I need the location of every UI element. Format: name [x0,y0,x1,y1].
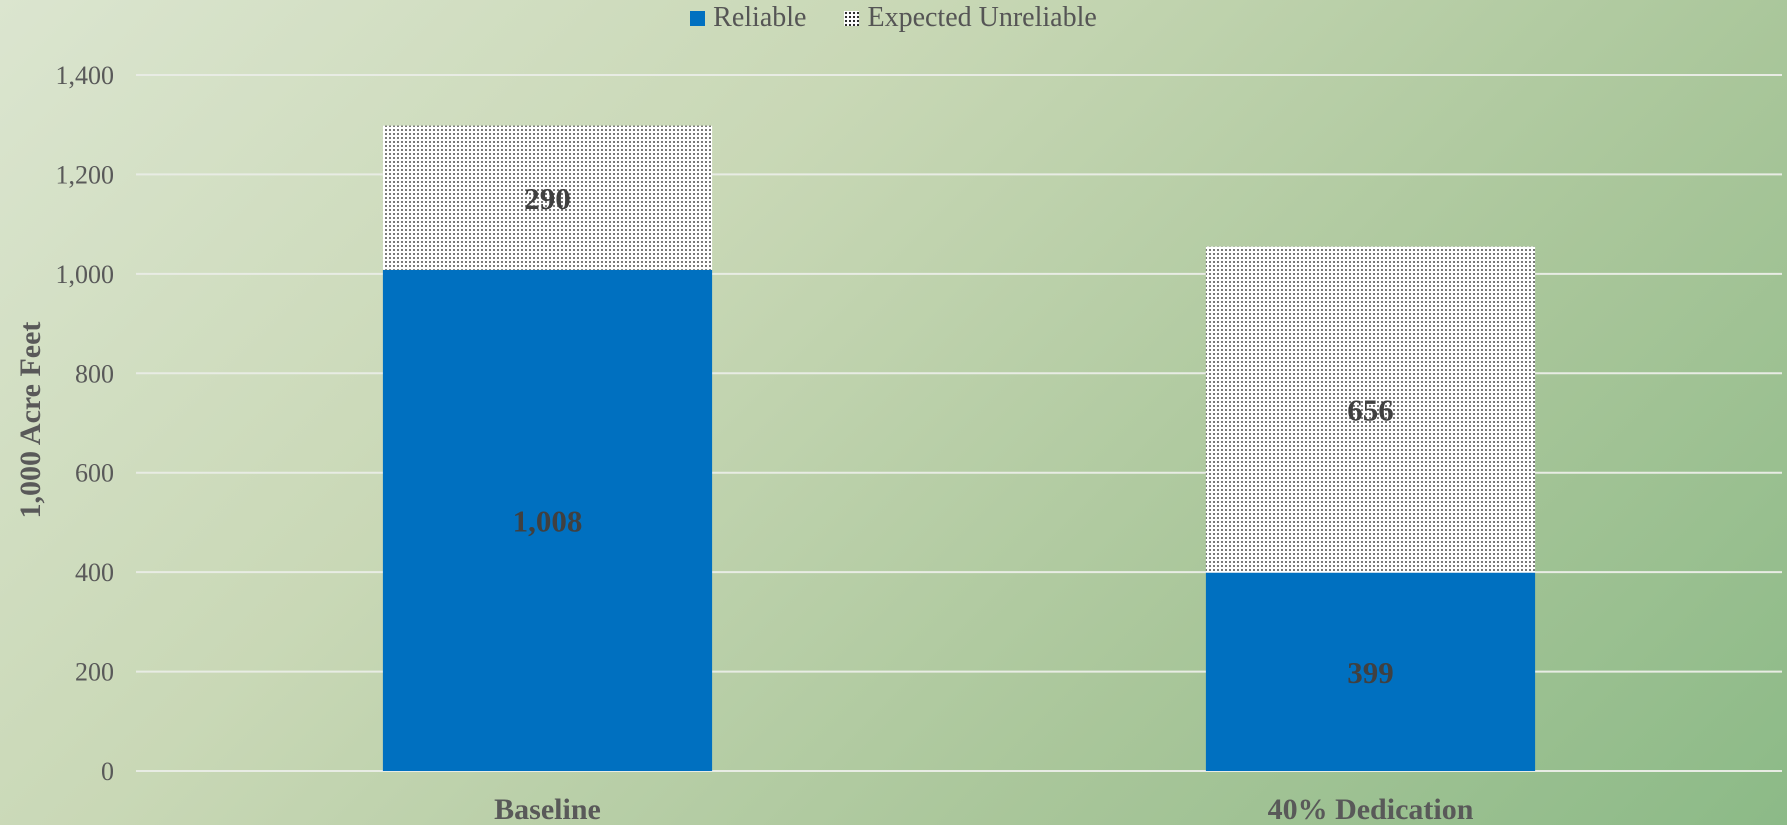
x-tick-labels: Baseline 40% Dedication [494,793,1474,825]
y-tick-label: 0 [101,757,114,786]
data-label-expected-unreliable: 290 [524,181,571,216]
y-tick-label: 1,200 [56,160,115,189]
y-tick-label: 600 [75,459,114,488]
y-tick-label: 800 [75,359,114,388]
legend-swatch-expected-unreliable [844,10,860,26]
legend-label-expected-unreliable: Expected Unreliable [867,2,1097,33]
x-tick-label: 40% Dedication [1268,793,1474,825]
legend-label-reliable: Reliable [713,2,807,33]
y-tick-labels: 0 200 400 600 800 1,000 1,200 1,400 [56,61,115,786]
legend-item-reliable: Reliable [690,2,806,34]
data-label-reliable: 1,008 [513,503,583,538]
bar-reliable [1205,572,1536,771]
y-tick-label: 200 [75,658,114,687]
y-tick-label: 1,400 [56,61,115,90]
bar-reliable [382,269,713,771]
legend-item-expected-unreliable: Expected Unreliable [844,2,1097,34]
legend-swatch-reliable [690,10,706,26]
data-label-reliable: 399 [1347,655,1394,690]
legend: Reliable Expected Unreliable [0,2,1787,34]
x-tick-label: Baseline [494,793,601,825]
bars [382,125,1536,771]
bar-expected-unreliable [1205,246,1536,573]
y-tick-label: 1,000 [56,260,115,289]
y-axis-title: 1,000 Acre Feet [14,322,47,519]
bar-expected-unreliable [382,125,713,270]
data-labels: 1,008 290 399 656 [513,181,1394,690]
data-label-expected-unreliable: 656 [1347,393,1394,428]
y-tick-label: 400 [75,558,114,587]
